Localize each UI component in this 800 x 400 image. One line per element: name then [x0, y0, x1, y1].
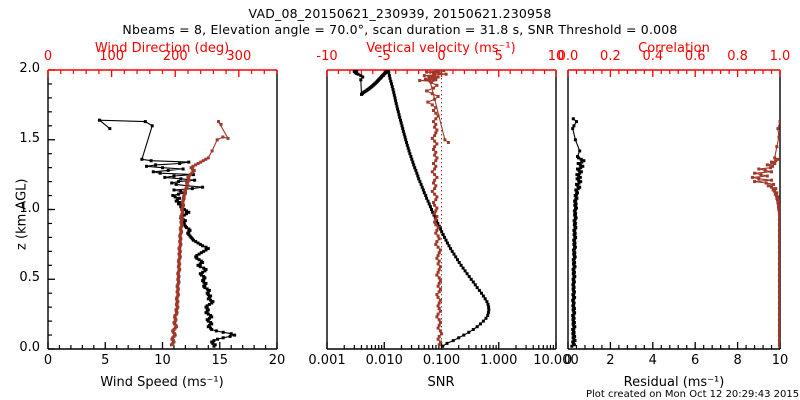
x-top-tick-label-10: 10	[547, 49, 565, 64]
panel2-bottom-axis-title: SNR	[427, 375, 455, 390]
series-residual	[570, 117, 586, 348]
x-tick-label-0: 0	[563, 353, 573, 368]
y-tick-label-1.5: 1.5	[19, 130, 40, 146]
panel2-top-axis-title: Vertical velocity (ms⁻¹)	[366, 41, 516, 56]
panel-3-data	[570, 117, 780, 348]
x-tick-label-20: 20	[268, 353, 286, 368]
x-tick-label-5: 5	[101, 353, 110, 368]
plot-created-timestamp: Plot created on Mon Oct 12 20:29:43 2015	[586, 389, 800, 400]
panel3-bottom-axis-title: Residual (ms⁻¹)	[623, 375, 725, 390]
plot-title-line2: Nbeams = 8, Elevation angle = 70.0°, sca…	[122, 22, 678, 37]
x-top-tick-label-200: 200	[162, 49, 188, 64]
x-top-tick-label-300: 300	[226, 49, 252, 64]
x-top-tick-label-1_0: 1.0	[769, 49, 791, 64]
x-tick-label-10_000: 10.000	[533, 353, 579, 368]
x-tick-label-0_001: 0.001	[308, 353, 346, 368]
y-tick-label-0.0: 0.0	[19, 340, 40, 355]
y-tick-label-0.5: 0.5	[19, 270, 40, 286]
series-wind-speed	[97, 118, 237, 348]
plot-title-line1: VAD_08_20150621_230939, 20150621.230958	[248, 6, 552, 21]
x-top-tick-label-_5: -5	[377, 49, 391, 64]
x-tick-label-15: 15	[211, 353, 229, 368]
x-tick-label-10: 10	[771, 353, 789, 368]
panel-1-data	[97, 118, 237, 348]
panel3-top-axis-title: Correlation	[638, 41, 710, 56]
x-top-tick-label-0: 0	[437, 49, 446, 64]
x-tick-label-1_000: 1.000	[480, 353, 518, 368]
x-tick-label-10: 10	[154, 353, 171, 368]
x-tick-label-2: 2	[606, 353, 615, 368]
series-vertical-velocity	[418, 70, 450, 347]
x-tick-label-8: 8	[733, 353, 742, 368]
x-tick-label-0_100: 0.100	[422, 353, 461, 368]
y-tick-label-1.0: 1.0	[19, 200, 40, 216]
x-top-tick-label-100: 100	[99, 49, 125, 64]
series-snr	[352, 70, 491, 348]
x-top-tick-label-0_4: 0.4	[642, 49, 664, 64]
x-top-tick-label-0_8: 0.8	[727, 49, 748, 64]
x-top-tick-label-_10: -10	[316, 49, 338, 64]
x-tick-label-0: 0	[43, 353, 53, 368]
panel-2-data	[352, 70, 491, 349]
x-top-tick-label-5: 5	[494, 49, 503, 64]
x-tick-label-4: 4	[648, 353, 657, 368]
x-top-tick-label-0_6: 0.6	[684, 49, 706, 64]
panel1-top-axis-title: Wind Direction (deg)	[94, 41, 230, 56]
series-wind-direction	[169, 120, 230, 347]
x-tick-label-6: 6	[691, 353, 700, 368]
panel1-bottom-axis-title: Wind Speed (ms⁻¹)	[100, 375, 224, 390]
x-tick-label-0_010: 0.010	[365, 353, 403, 368]
series-correlation	[750, 120, 780, 348]
x-top-tick-label-0_2: 0.2	[600, 49, 621, 64]
x-top-tick-label-0: 0	[43, 49, 53, 64]
x-top-tick-label-0_0: 0.0	[557, 49, 579, 64]
y-tick-label-2.0: 2.0	[19, 61, 40, 76]
